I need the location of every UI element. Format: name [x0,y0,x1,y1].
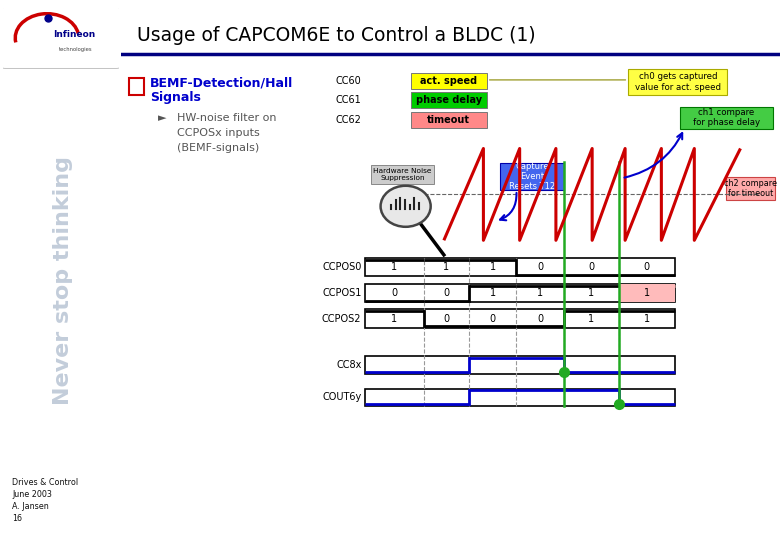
Bar [365,309,675,328]
FancyBboxPatch shape [0,8,122,69]
FancyArrowPatch shape [625,133,682,178]
FancyBboxPatch shape [411,112,487,128]
Text: ►: ► [158,113,166,124]
Text: CC60: CC60 [335,76,361,86]
Text: COUT6y: COUT6y [322,393,361,402]
Text: June 2003: June 2003 [12,490,52,499]
Text: Hardware Noise
Suppression: Hardware Noise Suppression [374,167,432,181]
Bar [365,389,675,406]
FancyArrowPatch shape [500,193,516,220]
Text: Usage of CAPCOM6E to Control a BLDC (1): Usage of CAPCOM6E to Control a BLDC (1) [137,26,536,45]
Text: 1: 1 [490,288,496,298]
Text: phase delay: phase delay [416,95,482,105]
Bar [365,356,675,374]
Text: 0: 0 [537,262,543,272]
Text: HW-noise filter on: HW-noise filter on [177,113,276,124]
FancyBboxPatch shape [371,165,434,184]
Bar [365,258,675,276]
Text: BEMF-Detection/Hall
Signals: BEMF-Detection/Hall Signals [150,77,293,104]
Text: CC8x: CC8x [336,360,361,370]
Text: Infineon: Infineon [54,30,96,39]
Text: 0: 0 [537,314,543,323]
Bar [365,284,675,302]
Text: act. speed: act. speed [420,76,477,86]
Text: CCPOSx inputs: CCPOSx inputs [177,128,260,138]
Text: CC61: CC61 [335,95,361,105]
Text: A. Jansen: A. Jansen [12,502,49,511]
Text: Capture
Event
Resets T12: Capture Event Resets T12 [509,161,555,192]
Text: CCPOS0: CCPOS0 [322,262,361,272]
Text: Drives & Control: Drives & Control [12,478,78,487]
Text: 1: 1 [644,314,650,323]
Circle shape [381,186,431,227]
Text: CC62: CC62 [335,115,361,125]
Text: 0: 0 [644,262,650,272]
Text: technologies: technologies [59,46,93,52]
Text: 1: 1 [392,314,398,323]
Text: 1: 1 [392,262,398,272]
Text: 1: 1 [644,288,650,298]
Text: CCPOS2: CCPOS2 [322,314,361,323]
Text: 16: 16 [12,514,22,523]
Text: 0: 0 [392,288,398,298]
Text: 1: 1 [444,262,449,272]
Text: 0: 0 [490,314,496,323]
FancyBboxPatch shape [500,163,565,190]
Text: ch0 gets captured
value for act. speed: ch0 gets captured value for act. speed [635,72,721,92]
Text: 1: 1 [490,262,496,272]
Text: ch1 compare
for phase delay: ch1 compare for phase delay [693,108,760,127]
Text: 0: 0 [444,288,449,298]
Text: CCPOS1: CCPOS1 [322,288,361,298]
Text: 1: 1 [588,288,594,298]
FancyBboxPatch shape [680,107,774,129]
Text: 1: 1 [537,288,543,298]
FancyBboxPatch shape [411,73,487,89]
Text: timeout: timeout [427,115,470,125]
Text: (BEMF-signals): (BEMF-signals) [177,143,259,153]
Text: 0: 0 [588,262,594,272]
Text: Never stop thinking: Never stop thinking [53,156,73,406]
FancyBboxPatch shape [411,92,487,108]
Text: 0: 0 [444,314,449,323]
Bar [619,284,675,302]
FancyBboxPatch shape [726,177,775,200]
FancyBboxPatch shape [629,69,727,95]
Text: 1: 1 [588,314,594,323]
Text: ch2 compare
for timeout: ch2 compare for timeout [724,179,777,198]
